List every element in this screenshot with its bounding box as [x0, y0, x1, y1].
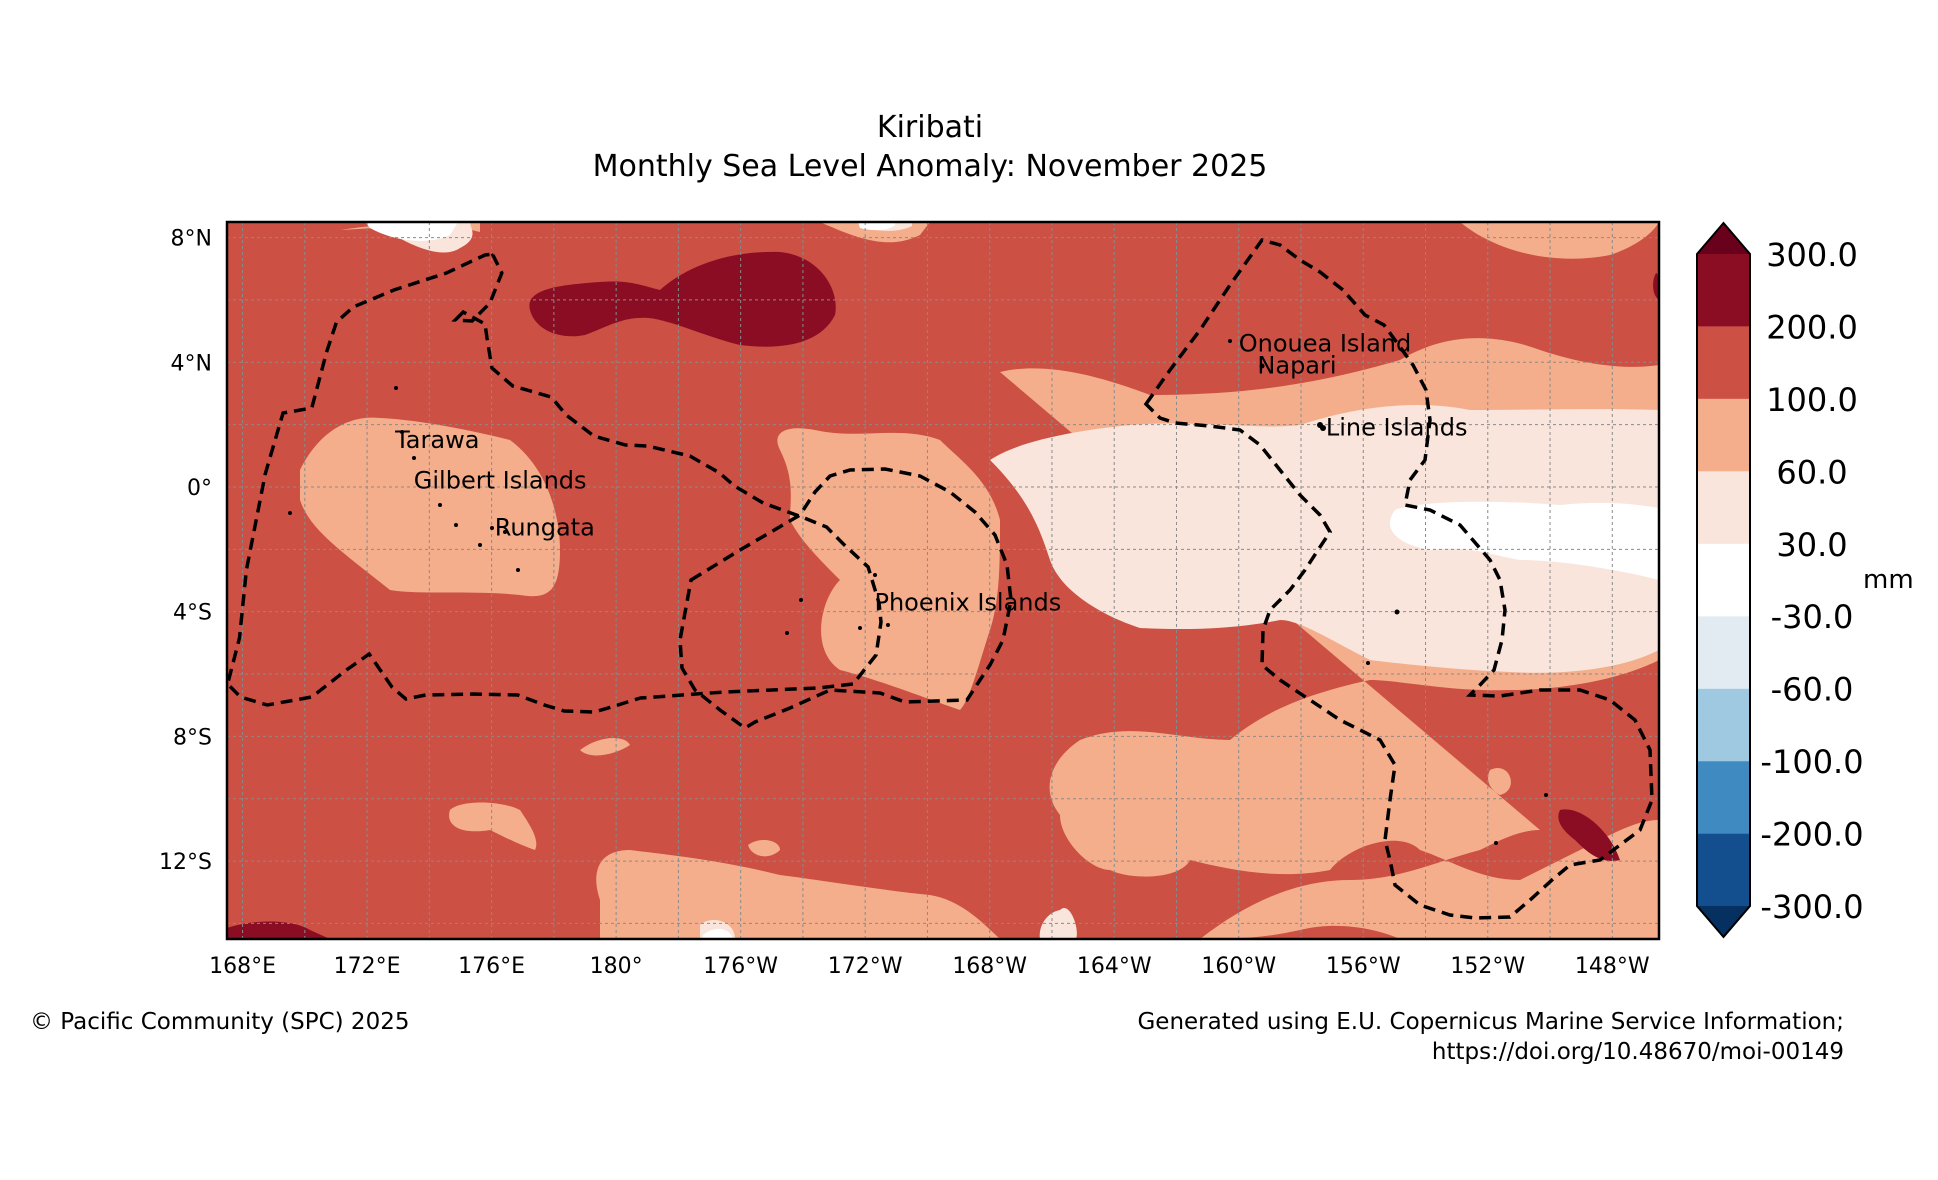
x-tick-label: 180° — [590, 954, 643, 979]
colorbar-extend-high — [1697, 223, 1750, 254]
x-tick-label: 176°W — [703, 954, 778, 979]
colorbar-segment — [1697, 833, 1750, 906]
place-label: Line Islands — [1326, 414, 1468, 442]
place-label: Napari — [1257, 351, 1336, 379]
line-islands-eez-boundary — [1143, 237, 1654, 920]
colorbar-tick-label: -300.0 — [1760, 888, 1863, 926]
colorbar-tick-label: 60.0 — [1776, 453, 1847, 491]
x-tick-label: 176°E — [458, 954, 525, 979]
phoenix-eez-boundary — [678, 467, 1013, 731]
colorbar-tick-label: 300.0 — [1766, 236, 1858, 274]
place-label: Rungata — [495, 514, 595, 542]
place-label: Tarawa — [394, 426, 479, 454]
colorbar-segment — [1697, 326, 1750, 399]
colorbar-tick-label: 100.0 — [1766, 381, 1858, 419]
data-source-line1: Generated using E.U. Copernicus Marine S… — [1137, 1009, 1844, 1035]
colorbar-segment — [1697, 616, 1750, 689]
y-tick-label: 8°S — [173, 725, 212, 750]
island-markers — [288, 339, 1548, 845]
x-tick-label: 172°E — [334, 954, 401, 979]
band-200-300 — [227, 251, 1659, 939]
x-tick-label: 164°W — [1077, 954, 1152, 979]
colorbar-segment — [1697, 398, 1750, 472]
y-tick-label: 12°S — [159, 850, 212, 875]
colorbar-outline — [1696, 221, 1751, 939]
map-title: Kiribati — [876, 110, 984, 145]
x-tick-label: 148°W — [1575, 954, 1650, 979]
x-tick-label: 160°W — [1201, 954, 1276, 979]
anomaly-field — [227, 222, 1659, 939]
place-label: Gilbert Islands — [414, 467, 587, 495]
y-tick-label: 0° — [187, 476, 212, 501]
copyright-notice: © Pacific Community (SPC) 2025 — [30, 1009, 410, 1035]
colorbar-segment — [1697, 688, 1750, 762]
y-tick-label: 8°N — [171, 227, 212, 252]
colorbar-segment — [1697, 471, 1750, 544]
place-label: Onouea Island — [1239, 330, 1412, 358]
colorbar-tick-label: -200.0 — [1760, 816, 1863, 854]
colorbar-segment — [1697, 543, 1750, 617]
eez-boundaries — [227, 237, 1654, 920]
x-tick-label: 168°E — [209, 954, 276, 979]
data-source-note: Generated using E.U. Copernicus Marine S… — [1137, 1007, 1844, 1067]
colorbar-segment — [1697, 761, 1750, 834]
data-source-doi: https://doi.org/10.48670/moi-00149 — [1431, 1039, 1844, 1065]
place-label: Phoenix Islands — [875, 588, 1062, 616]
x-tick-label: 156°W — [1326, 954, 1401, 979]
colorbar: -300.0 -200.0 -100.0 -60.0 -30.0 30.0 60.0 100.… — [1696, 221, 1914, 939]
gilbert-eez-boundary — [227, 252, 883, 714]
y-tick-label: 4°S — [173, 601, 212, 626]
map-frame — [225, 220, 1661, 941]
band-neg30-30 — [365, 222, 1659, 939]
x-tick-labels: 168°E 172°E 176°E 180° 176°W 172°W 168°W 164°W 1… — [209, 954, 1650, 979]
x-tick-label: 152°W — [1450, 954, 1525, 979]
x-tick-label: 168°W — [952, 954, 1027, 979]
colorbar-segment — [1697, 254, 1750, 327]
colorbar-tick-label: 30.0 — [1776, 526, 1847, 564]
colorbar-unit-label: mm — [1863, 565, 1914, 595]
colorbar-tick-label: -30.0 — [1771, 598, 1854, 636]
colorbar-tick-label: 200.0 — [1766, 308, 1858, 346]
colorbar-tick-label: -100.0 — [1760, 743, 1863, 781]
y-tick-label: 4°N — [171, 351, 212, 376]
map-subtitle: Monthly Sea Level Anomaly: November 2025 — [592, 149, 1268, 184]
colorbar-tick-label: -60.0 — [1771, 671, 1854, 709]
x-tick-label: 172°W — [828, 954, 903, 979]
colorbar-extend-low — [1697, 906, 1750, 937]
y-tick-labels: 8°N 4°N 0° 4°S 8°S 12°S — [159, 227, 212, 875]
